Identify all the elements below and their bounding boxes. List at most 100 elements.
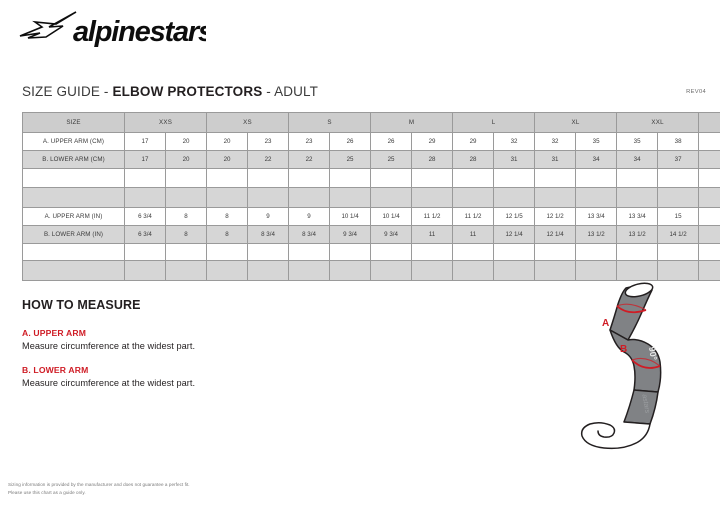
measurement-cell — [124, 168, 166, 188]
measurement-cell: 22 — [247, 150, 290, 169]
measurement-cell: 17 — [124, 150, 166, 169]
page-title-product: ELBOW PROTECTORS — [112, 84, 263, 99]
measurement-cell — [247, 243, 290, 261]
table-row — [22, 168, 720, 188]
size-table-body: A. UPPER ARM (CM) 17 20 20 23 23 26 26 29 29 32 32 3… — [22, 132, 720, 281]
measurement-cell-empty — [698, 243, 720, 261]
table-row — [22, 260, 720, 281]
measurement-cell: 26 — [370, 132, 413, 151]
hand-shape — [580, 421, 651, 450]
measurement-cell — [534, 260, 577, 281]
measurement-cell: 12 1/2 — [534, 207, 577, 226]
measurement-cell: 38 — [657, 132, 700, 151]
measurement-cell-empty — [698, 187, 720, 208]
row-label: A. UPPER ARM (CM) — [22, 132, 125, 151]
measurement-cell: 20 — [206, 132, 249, 151]
measure-item-upper-arm: A. UPPER ARM Measure circumference at th… — [22, 328, 352, 351]
measurement-cell — [329, 187, 372, 208]
measurement-cell — [288, 187, 331, 208]
measurement-cell — [288, 243, 331, 261]
measure-line-a — [616, 305, 647, 314]
measurement-cell: 11 1/2 — [411, 207, 454, 226]
table-row — [22, 187, 720, 208]
size-column-header-xs: XS — [206, 112, 290, 133]
measurement-cell: 17 — [124, 132, 166, 151]
row-label: A. UPPER ARM (IN) — [22, 207, 125, 226]
measurement-cell — [534, 187, 577, 208]
measurement-cell: 25 — [370, 150, 413, 169]
measurement-cell: 9 — [247, 207, 290, 226]
measurement-cell: 28 — [411, 150, 454, 169]
size-chart-table: SIZE XXS XS S M L XL XXL A. UPPER ARM (CM) 17 20 2… — [22, 112, 720, 281]
measurement-cell — [164, 243, 208, 261]
arm-illustration: 90° astars A B — [560, 282, 712, 454]
measurement-cell-empty — [698, 168, 720, 188]
alpinestars-wordmark: alpinestars — [73, 16, 206, 48]
measurement-cell — [206, 168, 249, 188]
disclaimer-line-2: Please use this chart as a guide only. — [8, 490, 86, 496]
measurement-cell: 6 3/4 — [124, 225, 166, 244]
illustration-label-b: B — [620, 344, 628, 355]
measurement-cell — [452, 260, 495, 281]
measurement-cell: 32 — [534, 132, 577, 151]
measurement-cell: 34 — [575, 150, 618, 169]
title-row: SIZE GUIDE - ELBOW PROTECTORS - ADULT RE… — [22, 84, 706, 104]
measurement-cell: 8 3/4 — [247, 225, 290, 244]
table-row: B. LOWER ARM (IN) 6 3/4 8 8 8 3/4 8 3/4 9 3/4 9… — [22, 225, 720, 244]
measurement-cell: 28 — [452, 150, 495, 169]
measurement-cell — [575, 260, 618, 281]
measurement-cell: 11 — [411, 225, 454, 244]
measurement-cell — [206, 187, 249, 208]
measurement-cell: 10 1/4 — [370, 207, 413, 226]
measurement-cell — [411, 187, 454, 208]
measurement-cell — [288, 260, 331, 281]
measurement-cell: 34 — [616, 150, 659, 169]
measurement-cell — [452, 187, 495, 208]
measurement-cell — [164, 187, 208, 208]
measurement-cell: 8 — [164, 225, 208, 244]
angle-text: 90° — [647, 346, 659, 362]
size-column-header-xl: XL — [534, 112, 618, 133]
size-column-header-xxs: XXS — [123, 112, 208, 133]
measurement-cell — [657, 243, 700, 261]
measurement-cell: 11 — [452, 225, 495, 244]
measure-item-text: Measure circumference at the widest part… — [22, 341, 196, 351]
size-column-header-empty — [698, 112, 720, 133]
measurement-cell — [329, 260, 372, 281]
measurement-cell: 14 1/2 — [657, 225, 700, 244]
table-row: A. UPPER ARM (CM) 17 20 20 23 23 26 26 29 29 32 32 3… — [22, 132, 720, 151]
measurement-cell — [657, 168, 700, 188]
measurement-cell: 20 — [164, 150, 208, 169]
measurement-cell — [206, 243, 249, 261]
measurement-cell: 26 — [329, 132, 372, 151]
measurement-cell: 6 3/4 — [124, 207, 166, 226]
measurement-cell — [657, 260, 700, 281]
measurement-cell — [247, 168, 290, 188]
measurement-cell: 22 — [288, 150, 331, 169]
measure-item-heading: A. UPPER ARM — [22, 328, 87, 338]
row-label — [22, 243, 125, 261]
measurement-cell: 9 3/4 — [370, 225, 413, 244]
measurement-cell — [657, 187, 700, 208]
measurement-cell: 11 1/2 — [452, 207, 495, 226]
how-to-measure-section: HOW TO MEASURE A. UPPER ARM Measure circ… — [22, 298, 352, 402]
size-header-cell: SIZE — [22, 112, 125, 133]
measurement-cell — [534, 243, 577, 261]
measurement-cell — [164, 168, 208, 188]
measurement-cell: 20 — [164, 132, 208, 151]
measurement-cell — [329, 243, 372, 261]
measurement-cell: 10 1/4 — [329, 207, 372, 226]
measurement-cell — [124, 187, 166, 208]
measurement-cell: 13 3/4 — [575, 207, 618, 226]
measurement-cell: 32 — [493, 132, 536, 151]
how-to-measure-title: HOW TO MEASURE — [22, 298, 141, 312]
measurement-cell: 23 — [247, 132, 290, 151]
measurement-cell: 35 — [575, 132, 618, 151]
size-table-head: SIZE XXS XS S M L XL XXL — [22, 112, 720, 133]
measurement-cell-empty — [698, 150, 720, 169]
measurement-cell: 25 — [329, 150, 372, 169]
sleeve-brand-text: astars — [640, 394, 650, 414]
row-label — [22, 260, 125, 281]
measurement-cell — [493, 260, 536, 281]
size-column-header-s: S — [288, 112, 372, 133]
